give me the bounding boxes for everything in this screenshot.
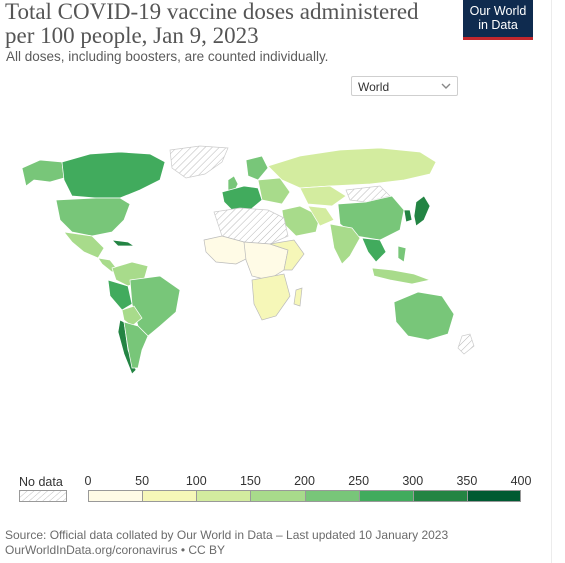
legend-bin[interactable]: [196, 490, 251, 502]
region-select-value: World: [358, 80, 390, 94]
source-note: Source: Official data collated by Our Wo…: [5, 528, 448, 558]
legend-tick-label: 350: [456, 474, 478, 488]
region-select[interactable]: World: [351, 76, 458, 96]
map-region-alaska[interactable]: [21, 159, 65, 187]
map-region-korea[interactable]: [403, 209, 413, 223]
map-region-scandinavia[interactable]: [245, 155, 269, 181]
legend-tick-label: 150: [239, 474, 261, 488]
map-region-indonesia[interactable]: [371, 267, 432, 285]
map-region-southern-africa[interactable]: [251, 273, 291, 321]
map-region-cuba[interactable]: [111, 239, 136, 247]
source-url[interactable]: OurWorldInData.org/coronavirus • CC BY: [5, 543, 226, 557]
chart-subtitle: All doses, including boosters, are count…: [6, 49, 329, 64]
map-region-madagascar[interactable]: [293, 287, 303, 307]
legend-tick-label: 200: [294, 474, 315, 488]
legend-bin[interactable]: [358, 490, 413, 502]
map-region-bolivia[interactable]: [121, 305, 143, 327]
legend-bin[interactable]: [142, 490, 197, 502]
legend-bin[interactable]: [466, 490, 521, 502]
owid-logo[interactable]: Our World in Data: [463, 0, 533, 40]
map-region-india[interactable]: [329, 223, 361, 265]
legend-bin[interactable]: [250, 490, 305, 502]
legend-tick-label: 300: [402, 474, 424, 488]
map-region-western-europe[interactable]: [221, 185, 263, 211]
map-region-kazakhstan[interactable]: [299, 185, 347, 207]
source-line: Source: Official data collated by Our Wo…: [5, 528, 449, 542]
legend-bin[interactable]: [412, 490, 467, 502]
logo-line-2: in Data: [478, 18, 518, 32]
map-region-canada[interactable]: [61, 151, 166, 199]
map-region-iran[interactable]: [307, 205, 335, 227]
map-region-peru[interactable]: [107, 279, 133, 311]
legend-bin[interactable]: [88, 490, 143, 502]
chart-title: Total COVID-19 vaccine doses administere…: [5, 0, 419, 48]
legend-tick-label: 100: [185, 474, 207, 488]
no-data-label: No data: [19, 475, 63, 489]
map-region-japan[interactable]: [413, 195, 431, 227]
chevron-down-icon: [441, 83, 451, 89]
map-region-australia[interactable]: [393, 291, 455, 341]
map-region-russia[interactable]: [267, 147, 437, 189]
map-region-new-zealand[interactable]: [457, 333, 475, 355]
color-legend: No data 0 50 100 150 200 250 300 350 400: [0, 470, 551, 510]
world-map[interactable]: [0, 140, 551, 380]
map-region-west-africa[interactable]: [203, 235, 249, 265]
map-region-eastern-europe[interactable]: [257, 177, 291, 205]
chart-frame: Total COVID-19 vaccine doses administere…: [0, 0, 552, 563]
logo-line-1: Our World: [469, 4, 527, 18]
map-region-mexico[interactable]: [63, 231, 105, 259]
legend-tick-label: 400: [510, 474, 532, 488]
legend-tick-label: 250: [348, 474, 370, 488]
map-region-usa[interactable]: [55, 197, 131, 237]
legend-bin[interactable]: [304, 490, 359, 502]
legend-tick-label: 50: [135, 474, 150, 488]
map-region-east-africa[interactable]: [269, 239, 305, 271]
legend-tick-label: 0: [84, 474, 92, 488]
map-region-greenland[interactable]: [169, 145, 229, 179]
map-region-philippines[interactable]: [397, 245, 407, 263]
map-region-southeast-asia[interactable]: [361, 237, 387, 263]
map-region-argentina[interactable]: [123, 321, 149, 369]
no-data-swatch: [19, 490, 67, 502]
